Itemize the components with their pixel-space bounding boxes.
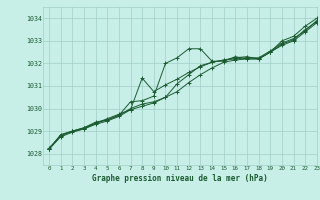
X-axis label: Graphe pression niveau de la mer (hPa): Graphe pression niveau de la mer (hPa) (92, 174, 268, 183)
